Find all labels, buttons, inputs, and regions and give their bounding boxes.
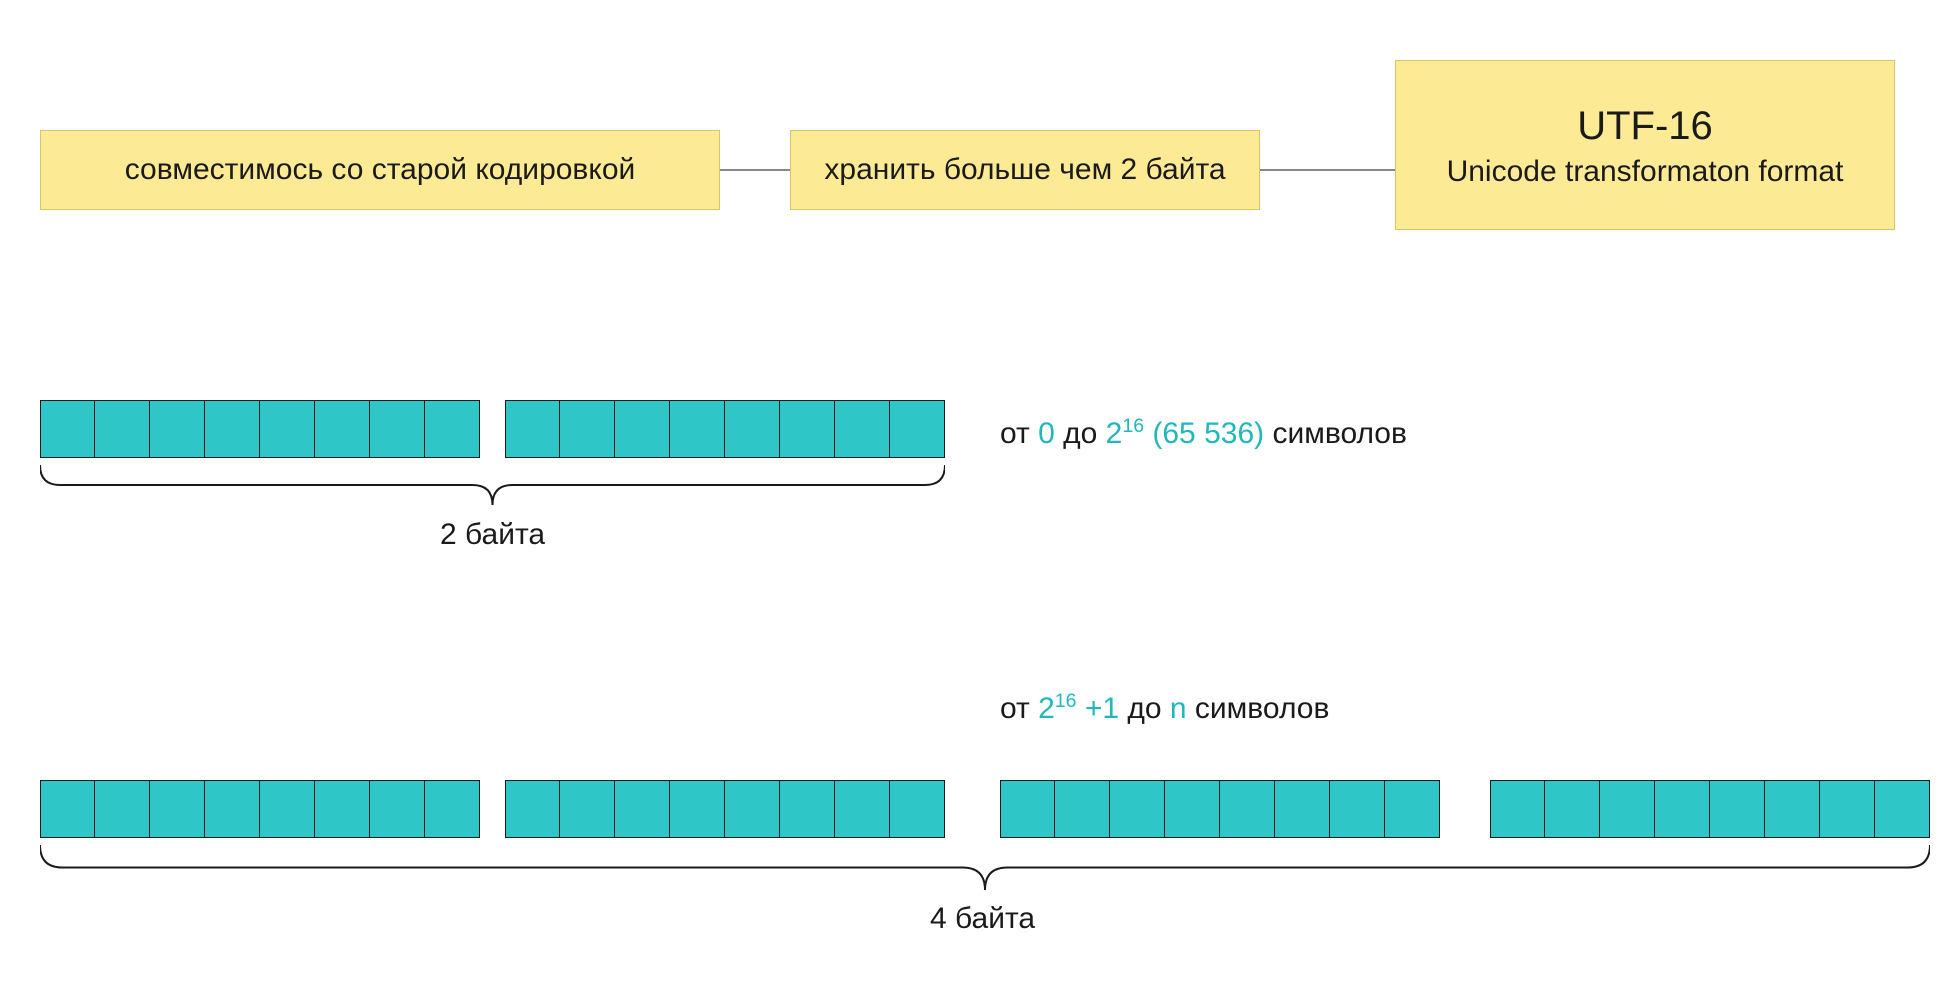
box-compat-text: совместимось со старой кодировкой [125,153,636,187]
bit-cell [615,780,670,838]
bit-cell [505,780,560,838]
range-4byte-label: от 216 +1 до n символов [1000,690,1329,726]
bit-cell [95,400,150,458]
brace-2byte-label: 2 байта [440,518,545,552]
bit-cell [670,400,725,458]
bit-cell [425,780,480,838]
byte-group [505,400,945,458]
box-store-more-text: хранить больше чем 2 байта [824,153,1225,187]
range-2byte-label: от 0 до 216 (65 536) символов [1000,415,1407,451]
bit-cell [150,400,205,458]
bit-cell [835,780,890,838]
bit-cell [40,400,95,458]
byte-group [1000,780,1440,838]
bit-cell [670,780,725,838]
bit-cell [1710,780,1765,838]
bit-cell [315,780,370,838]
byte-group [505,780,945,838]
bit-cell [1875,780,1930,838]
box-store-more: хранить больше чем 2 байта [790,130,1260,210]
bit-cell [890,400,945,458]
bit-cell [370,780,425,838]
utf16-title: UTF-16 [1577,100,1713,152]
bit-cell [370,400,425,458]
bit-cell [505,400,560,458]
bit-cell [315,400,370,458]
bit-cell [150,780,205,838]
bit-cell [615,400,670,458]
utf16-subtitle: Unicode transformaton format [1447,152,1844,191]
bit-cell [1110,780,1165,838]
bit-cell [1655,780,1710,838]
bit-cell [205,780,260,838]
bit-cell [40,780,95,838]
box-utf16: UTF-16 Unicode transformaton format [1395,60,1895,230]
bit-cell [95,780,150,838]
bit-cell [890,780,945,838]
bit-cell [425,400,480,458]
connector-2 [1260,169,1395,171]
byte-group [40,780,480,838]
byte-group [1490,780,1930,838]
brace-4byte [40,845,1930,910]
bit-cell [560,400,615,458]
bit-cell [1820,780,1875,838]
bit-cell [1545,780,1600,838]
bit-cell [1220,780,1275,838]
bit-cell [1490,780,1545,838]
bit-cell [780,780,835,838]
byte-group [40,400,480,458]
bit-cell [1330,780,1385,838]
bit-cell [560,780,615,838]
bit-cell [1055,780,1110,838]
bit-cell [260,400,315,458]
connector-1 [720,169,790,171]
bit-cell [1000,780,1055,838]
bit-cell [835,400,890,458]
brace-2byte [40,465,945,525]
bit-cell [1765,780,1820,838]
box-compat: совместимось со старой кодировкой [40,130,720,210]
bit-cell [1600,780,1655,838]
bit-cell [725,400,780,458]
bit-cell [725,780,780,838]
bit-cell [1385,780,1440,838]
bit-cell [780,400,835,458]
bit-cell [1275,780,1330,838]
bit-cell [205,400,260,458]
bit-cell [260,780,315,838]
bit-cell [1165,780,1220,838]
brace-4byte-label: 4 байта [930,902,1035,936]
